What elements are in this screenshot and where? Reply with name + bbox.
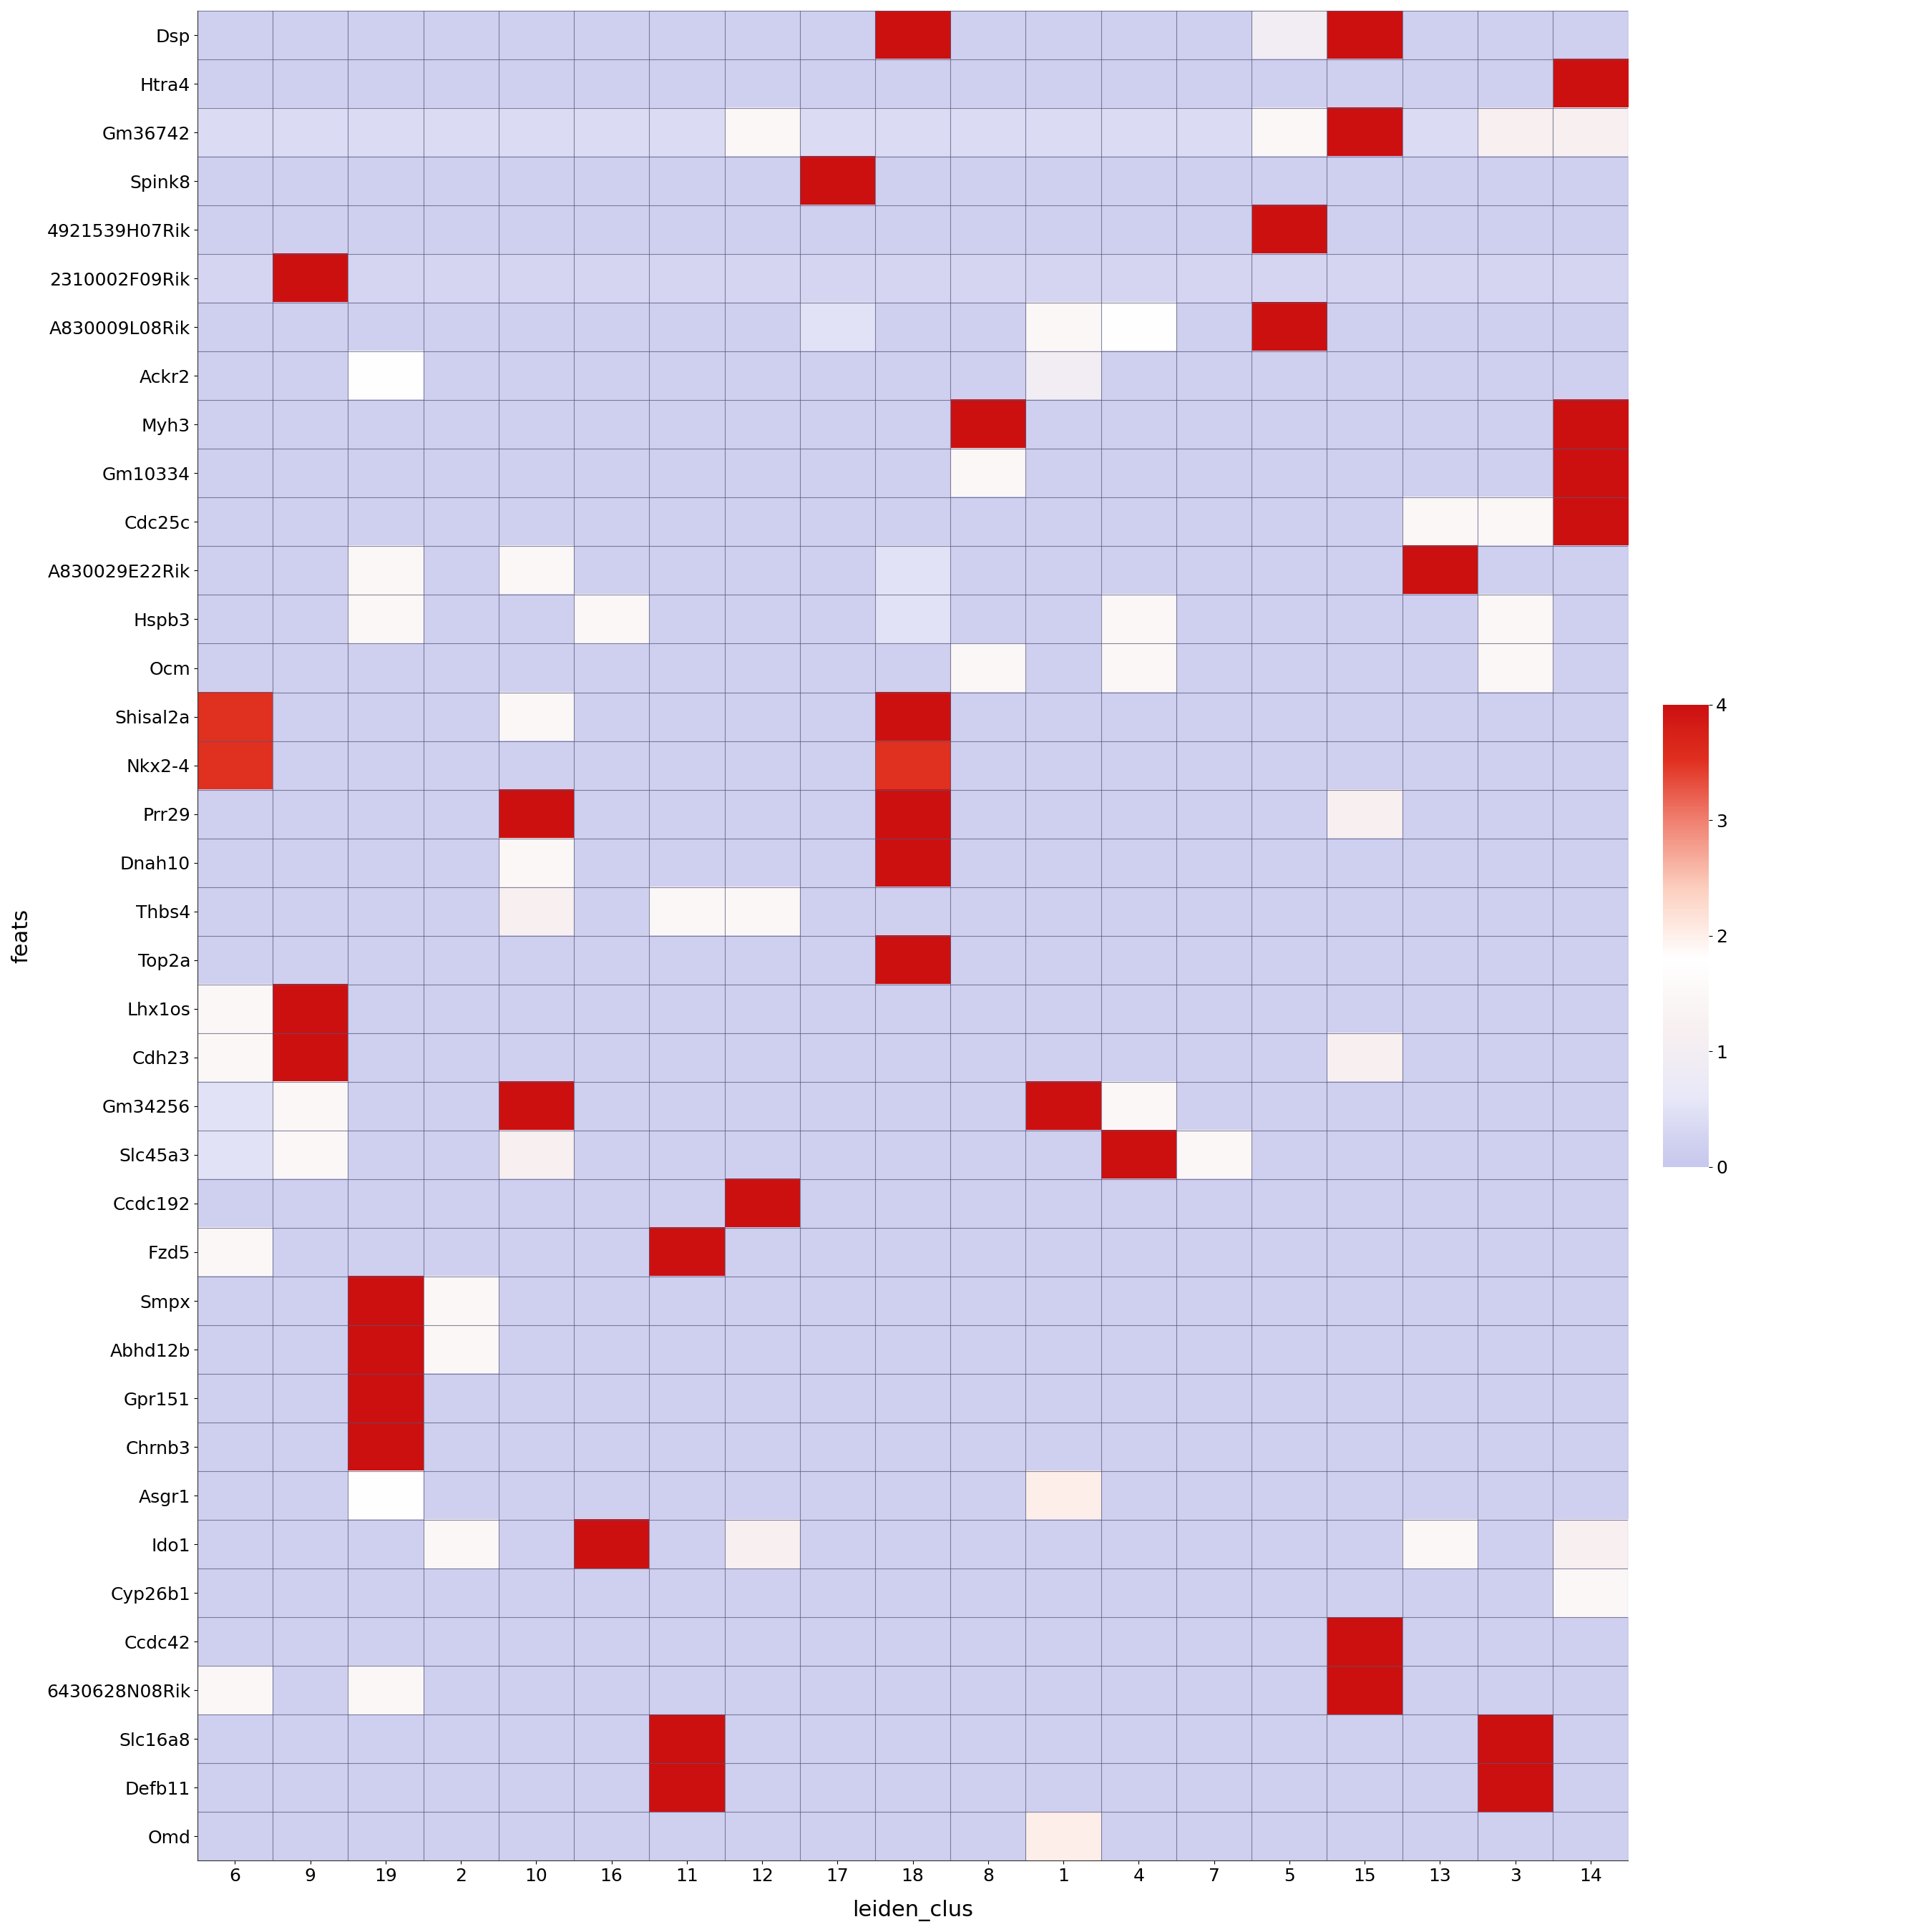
- Y-axis label: feats: feats: [12, 908, 31, 962]
- X-axis label: leiden_clus: leiden_clus: [852, 1899, 974, 1920]
